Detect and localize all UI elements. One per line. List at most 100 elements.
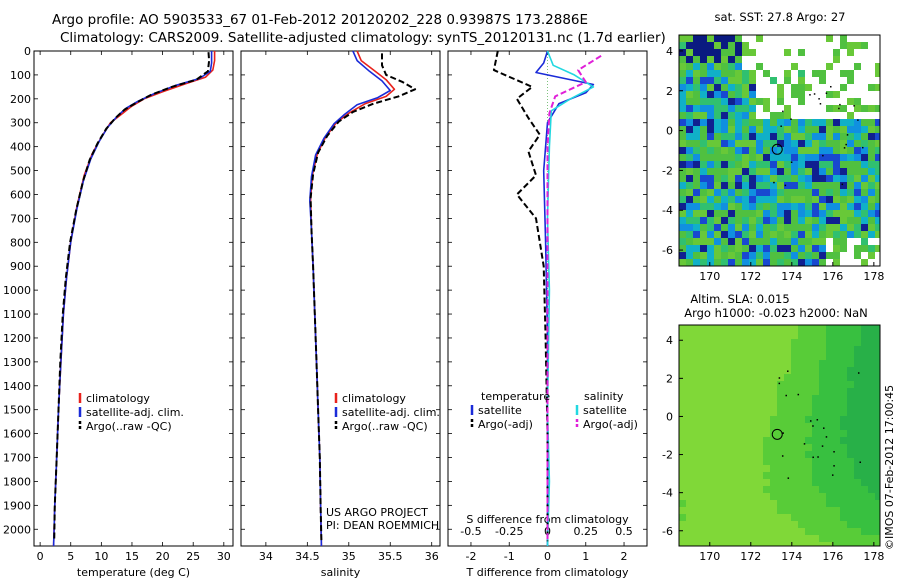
map-cell xyxy=(777,56,784,63)
map-cell xyxy=(756,409,763,416)
map-cell xyxy=(679,521,686,528)
map-cell xyxy=(819,126,826,133)
map-cell xyxy=(714,56,721,63)
map-cell xyxy=(679,259,686,266)
map-cell xyxy=(686,154,693,161)
map-cell xyxy=(812,451,819,458)
map-cell xyxy=(700,91,707,98)
map-cell xyxy=(784,346,791,353)
map-cell xyxy=(735,42,742,49)
map-cell xyxy=(861,507,868,514)
map-cell xyxy=(798,245,805,252)
map-cell xyxy=(707,105,714,112)
map-cell xyxy=(840,430,847,437)
map-cell xyxy=(777,217,784,224)
map-cell xyxy=(812,63,819,70)
map-x-tick-label: 170 xyxy=(699,270,720,283)
series-line-argo-raw-qc xyxy=(309,53,417,542)
map-cell xyxy=(721,528,728,535)
map-cell xyxy=(875,514,880,521)
map-cell xyxy=(798,182,805,189)
map-cell xyxy=(777,91,784,98)
map-y-tick-label: 0 xyxy=(666,410,673,423)
map-cell xyxy=(791,339,798,346)
map-cell xyxy=(875,70,880,77)
map-cell xyxy=(735,140,742,147)
map-cell xyxy=(819,84,826,91)
map-cell xyxy=(693,91,700,98)
map-cell xyxy=(833,182,840,189)
map-cell xyxy=(791,182,798,189)
map-cell xyxy=(868,133,875,140)
map-cell xyxy=(700,35,707,42)
map-cell xyxy=(812,210,819,217)
map-cell xyxy=(728,77,735,84)
map-cell xyxy=(861,500,868,507)
map-cell xyxy=(812,231,819,238)
map-cell xyxy=(784,423,791,430)
map-cell xyxy=(714,493,721,500)
map-cell xyxy=(693,224,700,231)
map-cell xyxy=(847,105,854,112)
project-note: US ARGO PROJECT xyxy=(326,506,428,519)
map-cell xyxy=(854,416,861,423)
map-cell xyxy=(686,346,693,353)
map-cell xyxy=(679,486,686,493)
map-cell xyxy=(861,42,868,49)
map-cell xyxy=(707,42,714,49)
map-cell xyxy=(875,98,880,105)
map-cell xyxy=(742,49,749,56)
map-cell xyxy=(693,444,700,451)
map-cell xyxy=(728,210,735,217)
map-cell xyxy=(770,105,777,112)
map-cell xyxy=(693,507,700,514)
map-cell xyxy=(812,395,819,402)
map-cell xyxy=(721,402,728,409)
map-cell xyxy=(770,56,777,63)
map-cell xyxy=(707,119,714,126)
map-cell xyxy=(749,84,756,91)
map-y-tick-label: -6 xyxy=(662,525,673,538)
map-cell xyxy=(791,147,798,154)
map-cell xyxy=(756,479,763,486)
map-cell xyxy=(728,339,735,346)
map-cell xyxy=(812,112,819,119)
map-cell xyxy=(840,140,847,147)
island-speck xyxy=(773,181,775,184)
map-cell xyxy=(805,42,812,49)
map-cell xyxy=(686,535,693,542)
map-cell xyxy=(798,507,805,514)
map-cell xyxy=(812,77,819,84)
map-cell xyxy=(770,252,777,259)
map-cell xyxy=(784,409,791,416)
map-cell xyxy=(868,168,875,175)
map-cell xyxy=(693,535,700,542)
map-cell xyxy=(875,112,880,119)
map-cell xyxy=(861,451,868,458)
map-cell xyxy=(721,451,728,458)
map-cell xyxy=(854,35,861,42)
map-cell xyxy=(700,224,707,231)
map-cell xyxy=(826,140,833,147)
map-cell xyxy=(770,493,777,500)
map-cell xyxy=(868,140,875,147)
x-tick-label: 1 xyxy=(582,550,589,563)
map-cell xyxy=(749,542,756,546)
map-cell xyxy=(763,444,770,451)
map-cell xyxy=(721,444,728,451)
map-cell xyxy=(763,423,770,430)
map-cell xyxy=(861,423,868,430)
map-cell xyxy=(770,224,777,231)
map-cell xyxy=(770,444,777,451)
map-cell xyxy=(721,56,728,63)
map-cell xyxy=(840,63,847,70)
map-cell xyxy=(826,35,833,42)
map-cell xyxy=(861,91,868,98)
map-cell xyxy=(714,35,721,42)
island-speck xyxy=(830,85,832,88)
map-cell xyxy=(840,325,847,332)
map-cell xyxy=(742,70,749,77)
map-cell xyxy=(763,416,770,423)
map-cell xyxy=(700,423,707,430)
map-cell xyxy=(728,63,735,70)
